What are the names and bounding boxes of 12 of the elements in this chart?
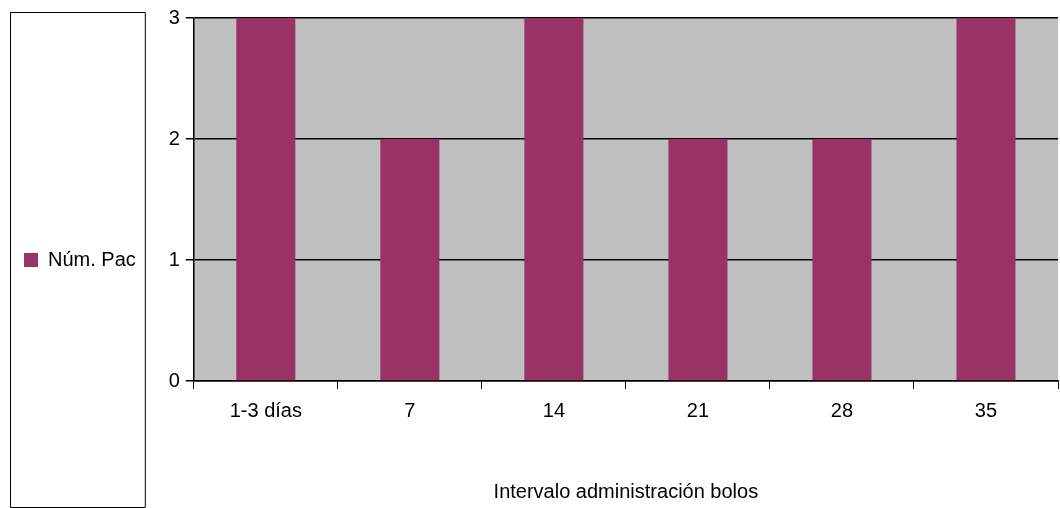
- y-tick-label: 3: [168, 5, 180, 28]
- x-tick-label: 28: [830, 398, 854, 421]
- x-tick-label: 21: [686, 398, 710, 421]
- y-tick-label: 0: [168, 368, 180, 391]
- legend-label: Núm. Pac: [48, 247, 136, 270]
- x-tick-label: 1-3 días: [229, 398, 302, 421]
- x-tick-label: 14: [542, 398, 566, 421]
- x-tick-label: 35: [974, 398, 998, 421]
- x-axis-title: Intervalo administración bolos: [493, 479, 759, 502]
- y-tick-label: 1: [168, 247, 180, 270]
- y-tick-label: 2: [168, 126, 180, 149]
- x-tick-label: 7: [404, 398, 416, 421]
